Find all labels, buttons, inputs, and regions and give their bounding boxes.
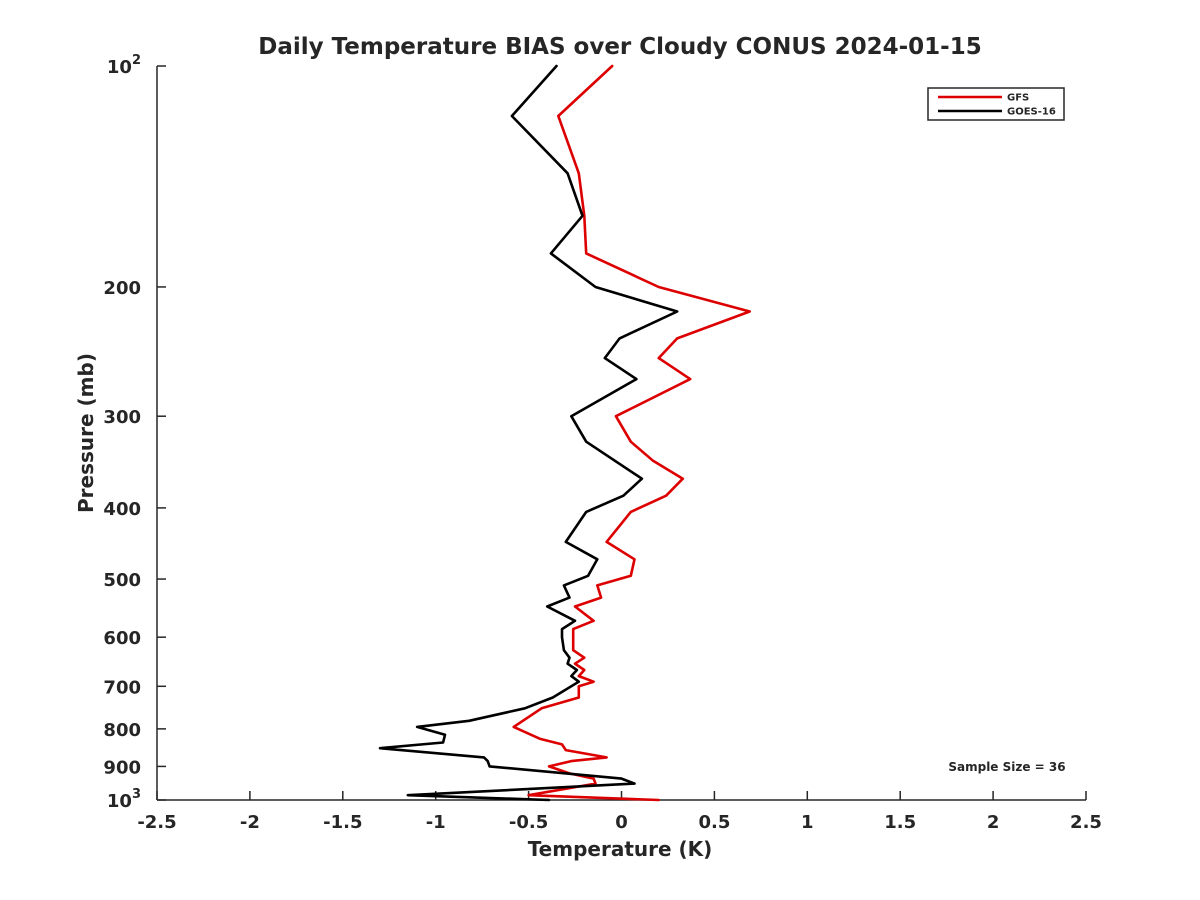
x-tick-label: 1 bbox=[801, 812, 814, 833]
legend-box bbox=[927, 87, 1065, 121]
y-tick-label: 500 bbox=[103, 570, 141, 591]
y-tick-label: 103 bbox=[107, 787, 141, 812]
axes: -2.5 -2 -1.5 -1 -0.5 0 0.5 1 1.5 2 2.5102200300400… bbox=[103, 53, 1102, 833]
y-tick-label: 300 bbox=[103, 407, 141, 428]
series-line-gfs bbox=[512, 64, 752, 802]
y-tick-label-exponent: 3 bbox=[132, 787, 141, 802]
x-tick-label: 0.5 bbox=[698, 812, 730, 833]
y-tick-label: 400 bbox=[103, 499, 141, 520]
legend: GFS GOES-16 bbox=[927, 87, 1065, 121]
y-tick-label: 600 bbox=[103, 628, 141, 649]
chart-title: Daily Temperature BIAS over Cloudy CONUS… bbox=[258, 34, 981, 60]
y-axis-label: Pressure (mb) bbox=[74, 353, 98, 513]
labels: Daily Temperature BIAS over Cloudy CONUS… bbox=[74, 34, 1066, 861]
x-tick-label: 0 bbox=[615, 812, 628, 833]
x-tick-label: -0.5 bbox=[509, 812, 548, 833]
series-line-goes-16 bbox=[378, 64, 679, 802]
y-tick-label-base: 10 bbox=[107, 57, 132, 78]
legend-label: GFS bbox=[1007, 93, 1029, 104]
x-tick-label: -2 bbox=[240, 812, 260, 833]
y-tick-label-exponent: 2 bbox=[132, 53, 141, 68]
x-axis-label: Temperature (K) bbox=[528, 837, 713, 861]
x-tick-label: -1 bbox=[426, 812, 446, 833]
x-tick-label: -2.5 bbox=[137, 812, 176, 833]
sample-size-annotation: Sample Size = 36 bbox=[948, 760, 1065, 774]
x-tick-label: -1.5 bbox=[323, 812, 362, 833]
series-lines bbox=[378, 64, 752, 802]
y-tick-label: 700 bbox=[103, 677, 141, 698]
legend-label: GOES-16 bbox=[1007, 107, 1056, 118]
y-tick-label: 800 bbox=[103, 720, 141, 741]
x-tick-label: 1.5 bbox=[884, 812, 916, 833]
y-tick-label: 102 bbox=[107, 53, 141, 78]
y-tick-label-base: 10 bbox=[107, 791, 132, 812]
x-tick-label: 2 bbox=[987, 812, 1000, 833]
y-tick-label: 200 bbox=[103, 278, 141, 299]
x-tick-label: 2.5 bbox=[1070, 812, 1102, 833]
y-tick-label: 900 bbox=[103, 757, 141, 778]
